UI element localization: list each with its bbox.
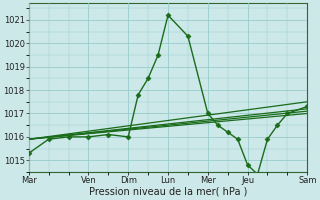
X-axis label: Pression niveau de la mer( hPa ): Pression niveau de la mer( hPa ) bbox=[89, 187, 247, 197]
